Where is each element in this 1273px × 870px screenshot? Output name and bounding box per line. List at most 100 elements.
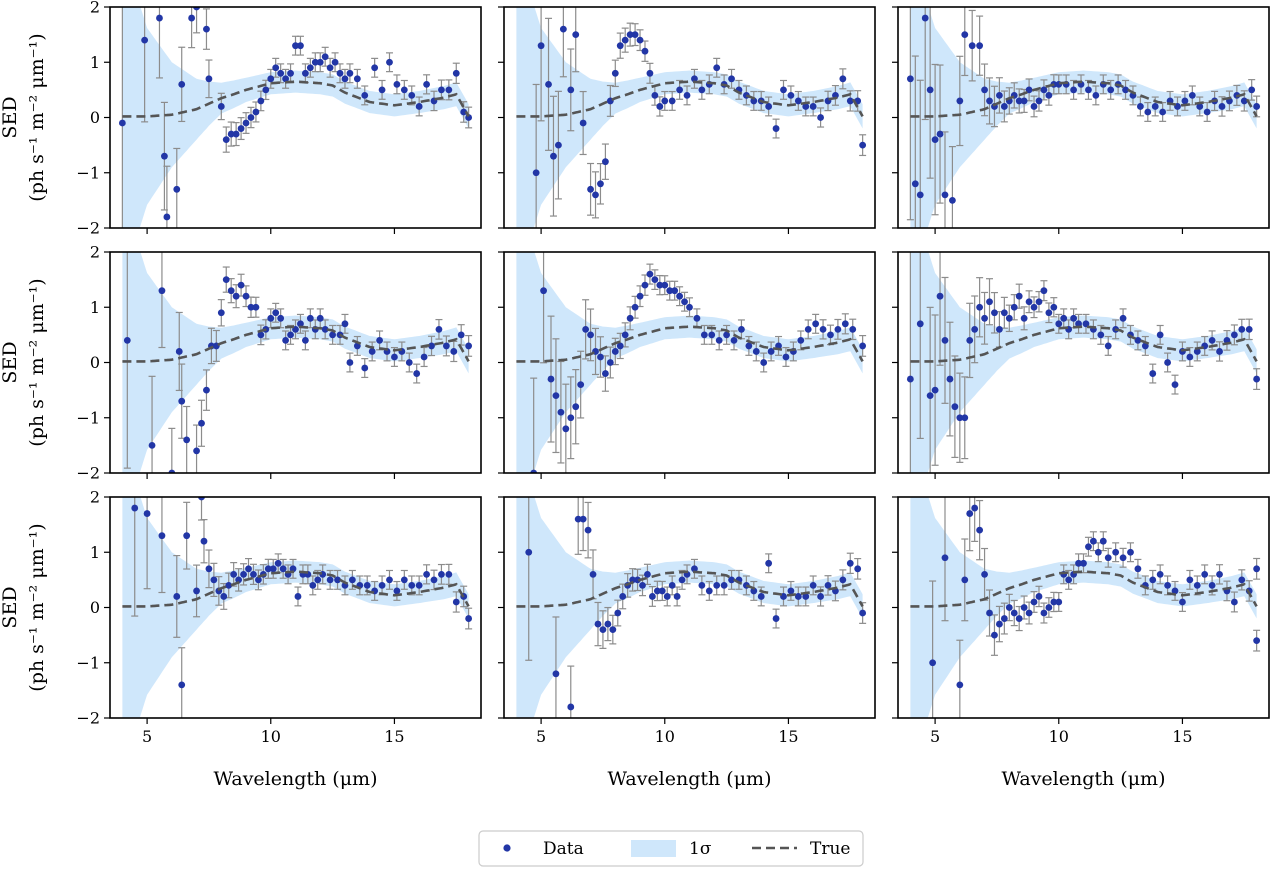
data-point — [297, 320, 304, 328]
y-axis-units: (ph s⁻¹ m⁻² μm⁻¹) — [26, 523, 48, 691]
true-line — [910, 325, 1258, 363]
plot-area — [516, 497, 867, 718]
data-point — [651, 276, 659, 284]
data-point — [713, 582, 721, 589]
data-point — [931, 386, 939, 394]
data-point — [222, 276, 230, 284]
data-point — [376, 337, 383, 344]
data-point — [976, 526, 984, 534]
data-point — [567, 86, 575, 94]
data-point — [1136, 103, 1144, 110]
data-point — [691, 75, 698, 83]
data-point — [178, 80, 186, 88]
data-point — [1179, 598, 1186, 606]
data-point — [1253, 637, 1261, 645]
data-point — [198, 419, 205, 427]
data-point — [757, 593, 765, 600]
data-point — [1218, 103, 1226, 110]
data-point — [859, 342, 867, 350]
data-point — [438, 86, 445, 94]
data-point — [567, 703, 575, 711]
data-point — [941, 337, 949, 344]
data-point — [306, 314, 314, 322]
data-point — [1104, 342, 1112, 350]
data-point — [634, 576, 641, 584]
panel-row3-col1: 5 10 15 −2 −1 0 1 2 Wavelength (μm) SED (ph s⁻¹ m⁻… — [0, 488, 482, 790]
data-point — [750, 97, 758, 105]
data-point — [698, 86, 706, 94]
data-point — [946, 375, 954, 383]
x-tick-label: 15 — [384, 727, 404, 746]
data-point — [1040, 609, 1048, 617]
data-point — [530, 469, 538, 473]
data-point — [242, 292, 250, 300]
data-point — [787, 587, 795, 595]
panel-row1-col3 — [892, 6, 1270, 234]
data-point — [936, 292, 944, 300]
plot-area — [906, 252, 1261, 473]
data-point — [457, 331, 465, 339]
data-point — [255, 576, 262, 584]
data-point — [671, 287, 679, 295]
data-point — [661, 97, 669, 105]
data-point — [1050, 303, 1058, 311]
data-point — [163, 213, 171, 221]
data-point — [572, 31, 580, 39]
data-point — [552, 392, 560, 400]
data-point — [839, 576, 847, 584]
data-point — [579, 119, 587, 127]
data-point — [267, 314, 275, 322]
data-point — [1134, 565, 1142, 573]
data-point — [1030, 303, 1038, 311]
data-point — [1245, 325, 1253, 333]
data-point — [203, 25, 210, 33]
data-point — [745, 342, 753, 350]
data-point — [156, 14, 163, 22]
data-point — [641, 47, 649, 55]
data-point — [287, 69, 294, 77]
data-point — [301, 69, 309, 77]
data-point — [646, 270, 654, 278]
sigma-band — [910, 252, 1257, 473]
data-point — [824, 582, 832, 589]
data-point — [1201, 570, 1209, 578]
data-point — [931, 136, 939, 144]
y-axis-title: SED — [0, 96, 21, 138]
data-point — [626, 314, 634, 322]
data-point — [1156, 331, 1164, 339]
data-point — [636, 36, 644, 44]
data-point — [547, 375, 555, 383]
data-point — [198, 497, 205, 501]
data-point — [1122, 86, 1129, 94]
data-point — [700, 331, 708, 339]
data-point — [1230, 598, 1238, 606]
data-point — [656, 281, 664, 289]
data-point — [1070, 86, 1078, 94]
data-point — [562, 425, 570, 433]
x-tick-label: 15 — [778, 727, 798, 746]
true-line — [516, 325, 864, 363]
data-point — [311, 58, 319, 66]
data-point — [996, 325, 1003, 333]
data-point — [614, 609, 622, 617]
data-point — [629, 576, 637, 584]
data-point — [131, 504, 139, 512]
data-point — [400, 86, 408, 94]
data-point — [1015, 97, 1023, 105]
data-point — [1089, 537, 1097, 545]
data-point — [649, 593, 656, 600]
true-line — [910, 80, 1258, 118]
data-point — [611, 69, 619, 77]
data-point — [405, 359, 413, 366]
data-point — [926, 392, 934, 400]
data-point — [926, 86, 934, 94]
data-point — [361, 92, 369, 99]
data-point — [348, 576, 356, 584]
data-point — [452, 69, 460, 77]
data-point — [765, 103, 773, 110]
data-point — [282, 337, 290, 344]
data-point — [168, 469, 176, 473]
data-point — [1253, 103, 1261, 110]
data-point — [200, 537, 208, 545]
data-point — [240, 570, 247, 578]
